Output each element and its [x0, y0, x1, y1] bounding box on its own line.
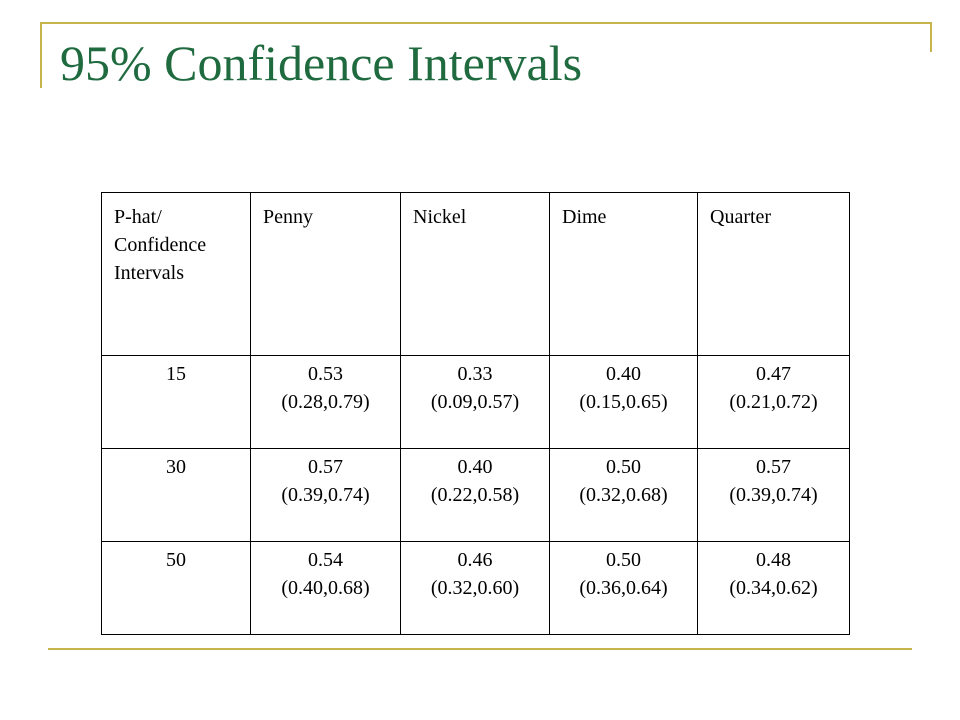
interval-value: (0.28,0.79) — [281, 391, 370, 413]
table-cell: 0.33 (0.09,0.57) — [400, 355, 550, 449]
table-cell: 0.48 (0.34,0.62) — [697, 541, 850, 635]
table-cell: 0.47 (0.21,0.72) — [697, 355, 850, 449]
table-cell: 0.57 (0.39,0.74) — [697, 448, 850, 542]
table-header-row: P-hat/ Confidence Intervals Penny Nickel… — [101, 192, 850, 356]
interval-value: (0.32,0.60) — [430, 577, 520, 599]
phat-value: 0.40 — [457, 456, 493, 478]
table-cell: 0.50 (0.32,0.68) — [549, 448, 698, 542]
confidence-interval-table: P-hat/ Confidence Intervals Penny Nickel… — [101, 192, 850, 635]
table-cell: 0.54 (0.40,0.68) — [250, 541, 401, 635]
interval-value: (0.21,0.72) — [729, 391, 818, 413]
header-cell-quarter: Quarter — [697, 192, 850, 356]
interval-value: (0.40,0.68) — [281, 577, 370, 599]
phat-value: 0.57 — [756, 456, 791, 478]
phat-value: 0.40 — [606, 363, 641, 385]
table-cell: 0.57 (0.39,0.74) — [250, 448, 401, 542]
phat-value: 0.54 — [308, 549, 343, 571]
slide-frame-left-line — [40, 22, 42, 88]
slide-title: 95% Confidence Intervals — [60, 35, 583, 91]
table-row: 50 0.54 (0.40,0.68) 0.46 (0.32,0.60) 0.5… — [101, 541, 850, 635]
table-cell: 0.40 (0.22,0.58) — [400, 448, 550, 542]
slide-frame-bottom-line — [48, 648, 912, 650]
header-cell-nickel: Nickel — [400, 192, 550, 356]
table-row: 15 0.53 (0.28,0.79) 0.33 (0.09,0.57) 0.4… — [101, 355, 850, 449]
phat-value: 0.50 — [606, 456, 641, 478]
phat-value: 0.50 — [606, 549, 641, 571]
phat-value: 0.48 — [756, 549, 791, 571]
header-line: P-hat/ — [114, 206, 162, 228]
interval-value: (0.09,0.57) — [430, 391, 520, 413]
table-cell: 0.53 (0.28,0.79) — [250, 355, 401, 449]
phat-value: 0.33 — [457, 363, 493, 385]
slide-frame-top-line — [40, 22, 932, 24]
slide-frame-right-line — [930, 22, 932, 52]
header-cell-phat-ci: P-hat/ Confidence Intervals — [101, 192, 251, 356]
header-cell-dime: Dime — [549, 192, 698, 356]
row-label-cell: 50 — [101, 541, 251, 635]
header-line: Intervals — [114, 262, 184, 284]
interval-value: (0.32,0.68) — [579, 484, 668, 506]
interval-value: (0.36,0.64) — [579, 577, 668, 599]
header-line: Confidence — [114, 234, 207, 256]
phat-value: 0.46 — [457, 549, 493, 571]
table-cell: 0.50 (0.36,0.64) — [549, 541, 698, 635]
interval-value: (0.15,0.65) — [579, 391, 668, 413]
row-label-cell: 30 — [101, 448, 251, 542]
table-row: 30 0.57 (0.39,0.74) 0.40 (0.22,0.58) 0.5… — [101, 448, 850, 542]
interval-value: (0.22,0.58) — [430, 484, 520, 506]
row-label-cell: 15 — [101, 355, 251, 449]
interval-value: (0.39,0.74) — [281, 484, 370, 506]
interval-value: (0.39,0.74) — [729, 484, 818, 506]
phat-value: 0.47 — [756, 363, 791, 385]
table-cell: 0.46 (0.32,0.60) — [400, 541, 550, 635]
table-cell: 0.40 (0.15,0.65) — [549, 355, 698, 449]
interval-value: (0.34,0.62) — [729, 577, 818, 599]
header-cell-penny: Penny — [250, 192, 401, 356]
phat-value: 0.57 — [308, 456, 343, 478]
phat-value: 0.53 — [308, 363, 343, 385]
